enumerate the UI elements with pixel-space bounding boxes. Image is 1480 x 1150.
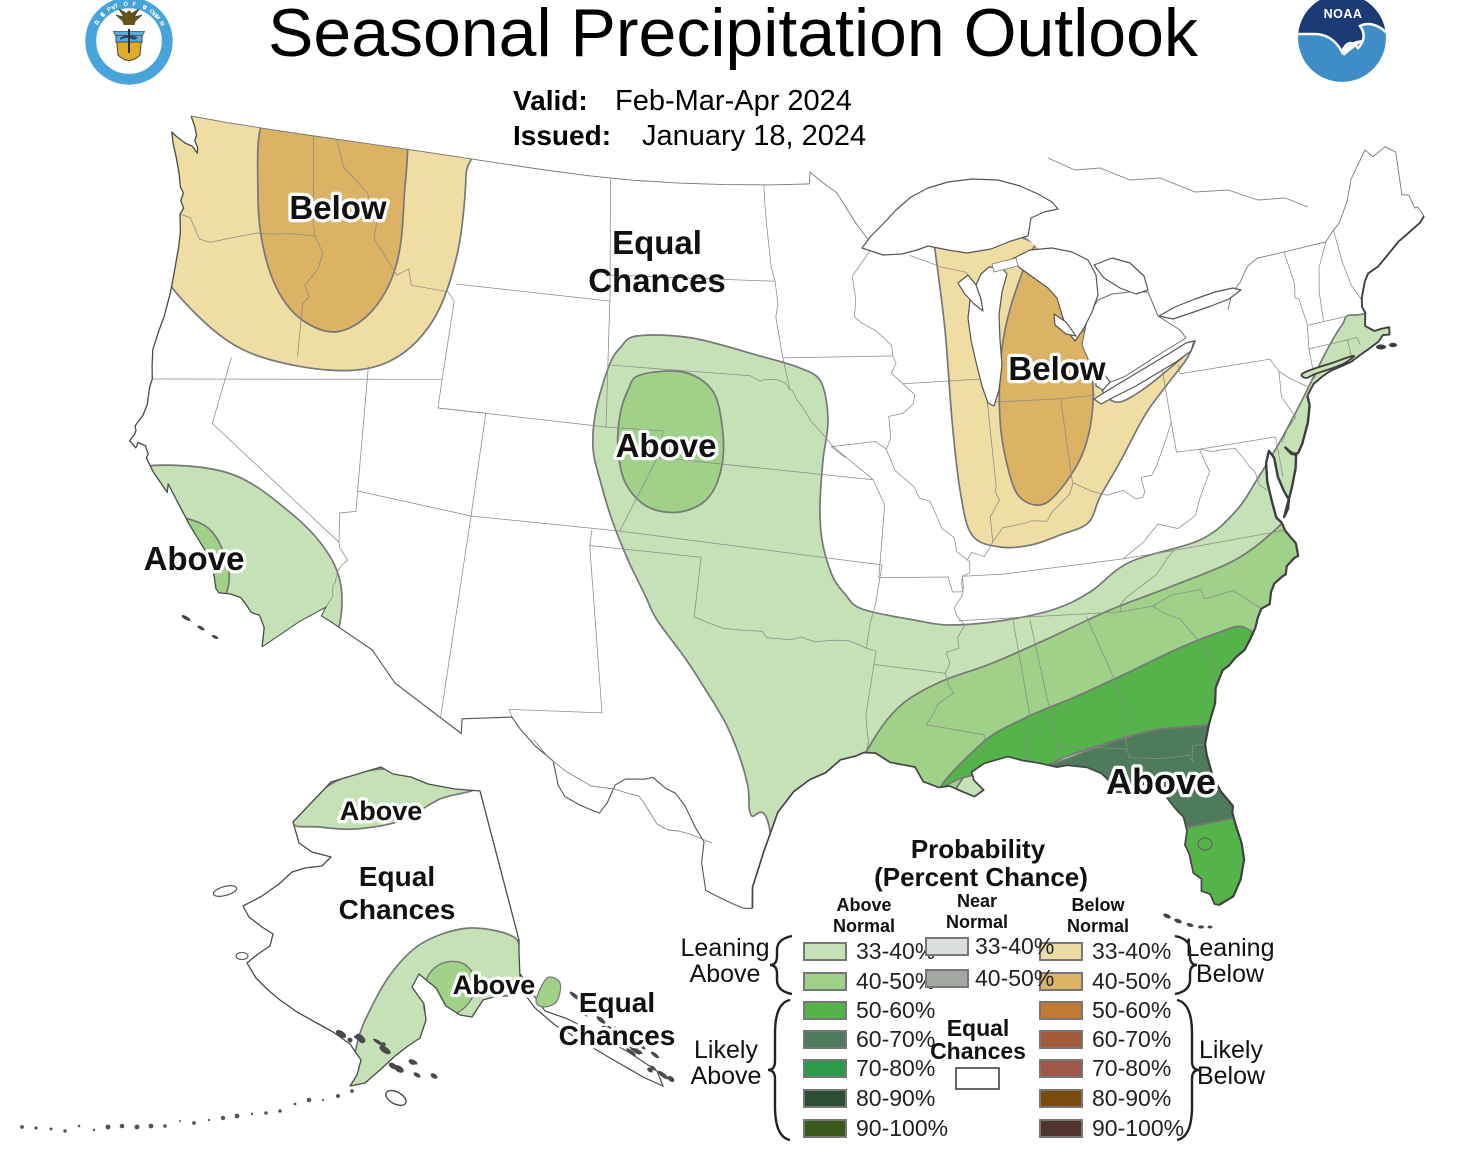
svg-text:Normal: Normal <box>1067 916 1129 936</box>
svg-text:F: F <box>132 2 137 8</box>
svg-text:Equal: Equal <box>579 987 655 1018</box>
svg-text:Chances: Chances <box>588 262 726 299</box>
svg-text:90-100%: 90-100% <box>856 1115 948 1141</box>
svg-text:M: M <box>152 10 160 18</box>
svg-text:Below: Below <box>289 189 387 226</box>
svg-text:50-60%: 50-60% <box>856 997 935 1023</box>
svg-text:33-40%: 33-40% <box>1092 938 1171 964</box>
svg-text:70-80%: 70-80% <box>1092 1055 1171 1081</box>
svg-text:P: P <box>106 6 113 13</box>
svg-text:Below: Below <box>1008 350 1106 387</box>
svg-text:Chances: Chances <box>339 894 456 925</box>
svg-text:Normal: Normal <box>946 912 1008 932</box>
svg-text:70-80%: 70-80% <box>856 1055 935 1081</box>
svg-text:Above: Above <box>144 540 245 577</box>
svg-text:Below: Below <box>1071 895 1125 915</box>
svg-text:M: M <box>153 14 161 22</box>
svg-text:Above: Above <box>691 1062 762 1090</box>
svg-text:E: E <box>100 12 107 19</box>
svg-text:Near: Near <box>957 891 997 911</box>
svg-text:Equal: Equal <box>359 861 435 892</box>
svg-text:80-90%: 80-90% <box>1092 1085 1171 1111</box>
svg-text:S: S <box>99 11 106 18</box>
svg-text:January 18, 2024: January 18, 2024 <box>642 120 866 152</box>
svg-text:Above: Above <box>453 970 536 1000</box>
svg-text:T: T <box>114 3 120 10</box>
svg-text:Likely: Likely <box>1199 1036 1263 1064</box>
svg-text:Seasonal Precipitation Outlook: Seasonal Precipitation Outlook <box>268 0 1199 71</box>
svg-text:40-50%: 40-50% <box>856 968 935 994</box>
svg-text:A: A <box>141 3 148 11</box>
svg-text:Likely: Likely <box>694 1036 758 1064</box>
svg-text:Above: Above <box>836 895 891 915</box>
svg-text:33-40%: 33-40% <box>975 933 1054 959</box>
svg-text:Leaning: Leaning <box>681 934 770 962</box>
svg-text:M: M <box>157 20 165 27</box>
svg-text:Valid:: Valid: <box>513 85 588 116</box>
svg-text:Equal: Equal <box>947 1015 1010 1041</box>
svg-text:Below: Below <box>1196 960 1265 988</box>
svg-text:40-50%: 40-50% <box>1092 968 1171 994</box>
svg-text:NOAA: NOAA <box>1324 7 1363 21</box>
svg-text:Chances: Chances <box>930 1038 1026 1064</box>
svg-text:Above: Above <box>616 427 717 464</box>
svg-text:Equal: Equal <box>612 224 702 261</box>
svg-text:Below: Below <box>1197 1062 1266 1090</box>
svg-text:D: D <box>94 19 101 26</box>
svg-text:90-100%: 90-100% <box>1092 1115 1184 1141</box>
svg-text:Above: Above <box>1106 761 1216 802</box>
svg-text:O: O <box>123 1 129 7</box>
svg-text:Normal: Normal <box>833 916 895 936</box>
svg-text:U: U <box>92 19 99 26</box>
svg-text:50-60%: 50-60% <box>1092 997 1171 1023</box>
svg-text:33-40%: 33-40% <box>856 938 935 964</box>
svg-text:Feb-Mar-Apr 2024: Feb-Mar-Apr 2024 <box>615 85 852 117</box>
svg-text:Probability: Probability <box>911 834 1046 864</box>
svg-text:Above: Above <box>690 960 761 988</box>
svg-text:40-50%: 40-50% <box>975 965 1054 991</box>
svg-text:A: A <box>109 3 116 11</box>
svg-text:Chances: Chances <box>559 1020 676 1051</box>
svg-text:C: C <box>141 4 148 12</box>
svg-text:60-70%: 60-70% <box>1092 1026 1171 1052</box>
svg-text:O: O <box>148 8 156 16</box>
svg-text:80-90%: 80-90% <box>856 1085 935 1111</box>
svg-text:(Percent Chance): (Percent Chance) <box>874 862 1088 892</box>
svg-text:Leaning: Leaning <box>1186 934 1275 962</box>
svg-text:Issued:: Issued: <box>513 120 611 151</box>
svg-text:Above: Above <box>340 796 423 826</box>
svg-text:60-70%: 60-70% <box>856 1026 935 1052</box>
